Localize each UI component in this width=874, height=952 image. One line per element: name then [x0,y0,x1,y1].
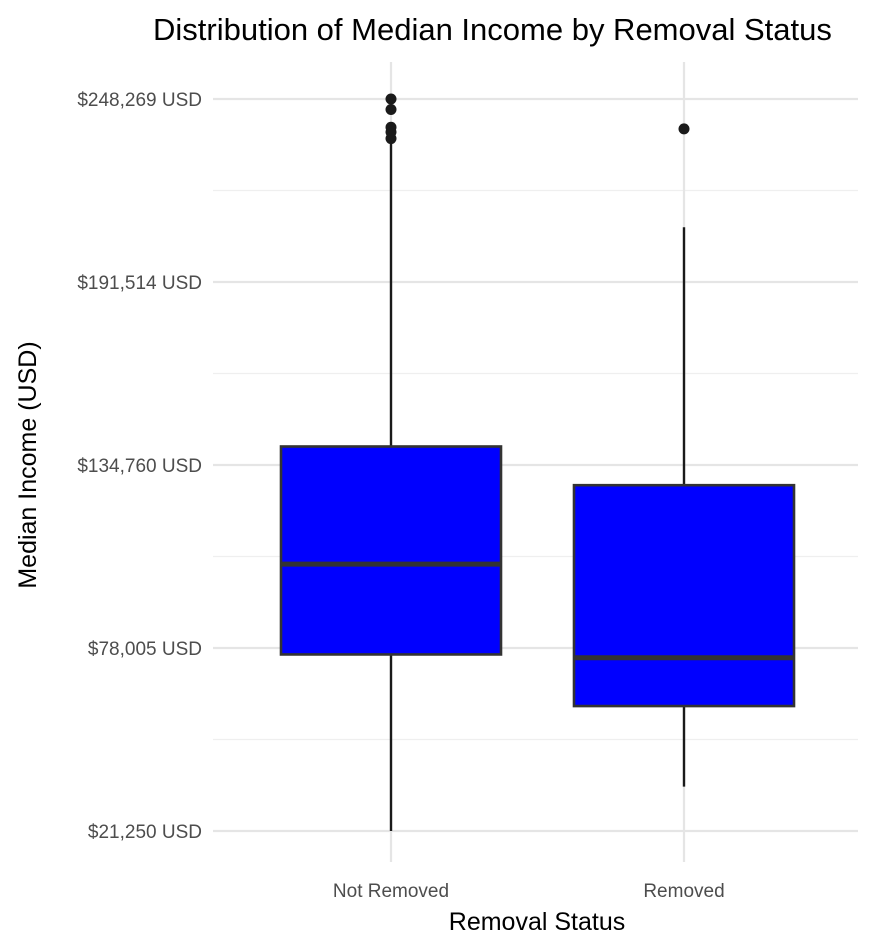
iqr-box [279,445,503,656]
outlier-point [385,104,397,116]
box-series [279,93,796,831]
y-tick-label: $248,269 USD [77,90,202,111]
y-tick-label: $78,005 USD [88,639,202,660]
y-axis-title: Median Income (USD) [14,341,42,588]
y-axis-tick-labels: $21,250 USD $78,005 USD $134,760 USD $191,5… [77,90,202,843]
chart-title: Distribution of Median Income by Removal… [153,12,832,47]
box-removed [572,123,796,787]
y-tick-label: $21,250 USD [88,822,202,843]
x-axis-title: Removal Status [449,908,625,936]
x-axis-tick-labels: Not Removed Removed [333,881,725,902]
iqr-box [572,483,796,708]
outlier-point [678,123,690,135]
box-not-removed [279,93,503,831]
y-tick-label: $134,760 USD [77,456,202,477]
y-tick-label: $191,514 USD [77,273,202,294]
outlier-point [385,121,397,133]
outlier-point [385,93,397,105]
x-tick-label: Removed [643,881,724,902]
x-tick-label: Not Removed [333,881,449,902]
